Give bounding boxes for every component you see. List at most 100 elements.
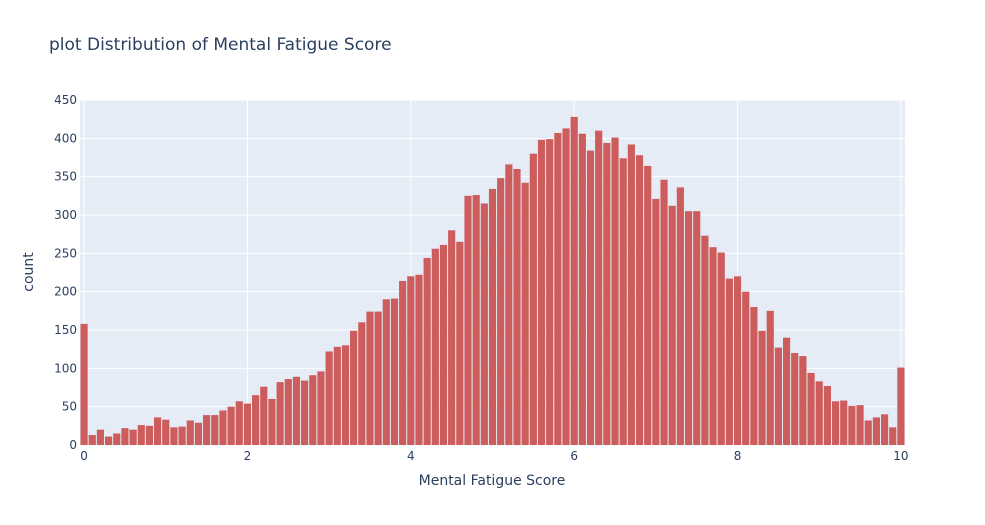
- bar: [317, 371, 325, 445]
- y-tick-label: 200: [54, 285, 77, 299]
- bar: [635, 155, 644, 445]
- bar: [619, 158, 627, 445]
- bar: [831, 401, 840, 445]
- y-tick-label: 450: [54, 93, 77, 107]
- bar: [897, 367, 905, 445]
- bar: [407, 276, 415, 445]
- y-tick-label: 300: [54, 208, 77, 222]
- bar: [382, 299, 390, 445]
- y-tick-label: 0: [69, 438, 77, 452]
- bar: [554, 132, 562, 445]
- bar: [799, 356, 807, 445]
- y-tick-label: 250: [54, 246, 77, 260]
- bar: [358, 322, 366, 445]
- bar: [742, 291, 750, 445]
- bar: [570, 116, 578, 446]
- bar: [374, 311, 382, 445]
- bar: [268, 399, 276, 445]
- bar: [145, 425, 154, 445]
- bar: [733, 276, 742, 445]
- bar: [439, 244, 448, 445]
- bar: [717, 252, 725, 445]
- bar: [137, 425, 145, 445]
- bar: [774, 347, 782, 445]
- y-tick-label: 350: [54, 170, 77, 184]
- y-tick-labels: 0 50 100 150 200 250 300 350 400 450: [54, 93, 77, 452]
- bar: [497, 178, 505, 445]
- y-tick-label: 400: [54, 131, 77, 145]
- bar: [390, 298, 399, 445]
- bar: [725, 278, 733, 445]
- y-tick-label: 50: [62, 400, 77, 414]
- bar: [693, 211, 701, 445]
- bar: [889, 427, 897, 445]
- bar: [121, 428, 129, 445]
- bar: [701, 235, 709, 445]
- bar: [505, 164, 513, 445]
- bar: [709, 247, 717, 445]
- x-axis-label: Mental Fatigue Score: [419, 473, 566, 489]
- bar: [309, 375, 317, 445]
- bar: [881, 414, 889, 445]
- bar: [399, 280, 407, 445]
- bar: [872, 417, 880, 445]
- bar: [341, 345, 350, 445]
- bar: [864, 420, 872, 445]
- bar: [88, 435, 96, 445]
- bar: [562, 128, 570, 445]
- bar: [546, 139, 554, 445]
- bar: [456, 241, 464, 445]
- chart-title: plot Distribution of Mental Fatigue Scor…: [49, 35, 392, 55]
- bar: [96, 429, 105, 445]
- bar: [415, 274, 423, 445]
- bars: [80, 116, 905, 446]
- bar: [162, 419, 170, 445]
- bar: [464, 195, 472, 445]
- bar: [325, 351, 333, 445]
- bar: [644, 165, 652, 445]
- bar: [178, 426, 186, 445]
- bar: [366, 311, 374, 445]
- bar: [129, 429, 137, 445]
- x-tick-label: 6: [570, 449, 578, 463]
- bar: [260, 386, 268, 445]
- bar: [243, 403, 252, 445]
- bar: [660, 179, 668, 446]
- bar: [823, 385, 831, 445]
- bar: [480, 203, 488, 445]
- bar: [668, 205, 676, 445]
- x-tick-label: 0: [80, 449, 88, 463]
- bar: [431, 248, 439, 445]
- y-tick-label: 150: [54, 323, 77, 337]
- bar: [170, 427, 178, 445]
- bar: [537, 139, 546, 445]
- bar: [186, 420, 194, 445]
- bar: [684, 211, 693, 445]
- bar: [815, 381, 823, 445]
- x-tick-label: 10: [893, 449, 908, 463]
- bar: [676, 187, 684, 445]
- bar: [219, 410, 227, 445]
- bar: [154, 417, 162, 445]
- bar: [203, 415, 211, 445]
- bar: [758, 330, 766, 445]
- bar: [856, 405, 864, 445]
- bar: [603, 142, 611, 445]
- x-tick-label: 8: [734, 449, 742, 463]
- bar: [627, 144, 635, 445]
- x-tick-label: 4: [407, 449, 415, 463]
- bar: [529, 153, 537, 446]
- bar: [284, 379, 292, 445]
- bar: [113, 433, 121, 445]
- bar: [276, 382, 284, 445]
- bar: [472, 195, 480, 445]
- bar: [782, 337, 791, 445]
- bar: [595, 130, 603, 446]
- bar: [350, 330, 358, 445]
- bar: [227, 406, 235, 445]
- bar: [578, 133, 586, 446]
- bar: [252, 395, 260, 445]
- bar: [840, 400, 848, 445]
- bar: [292, 376, 301, 445]
